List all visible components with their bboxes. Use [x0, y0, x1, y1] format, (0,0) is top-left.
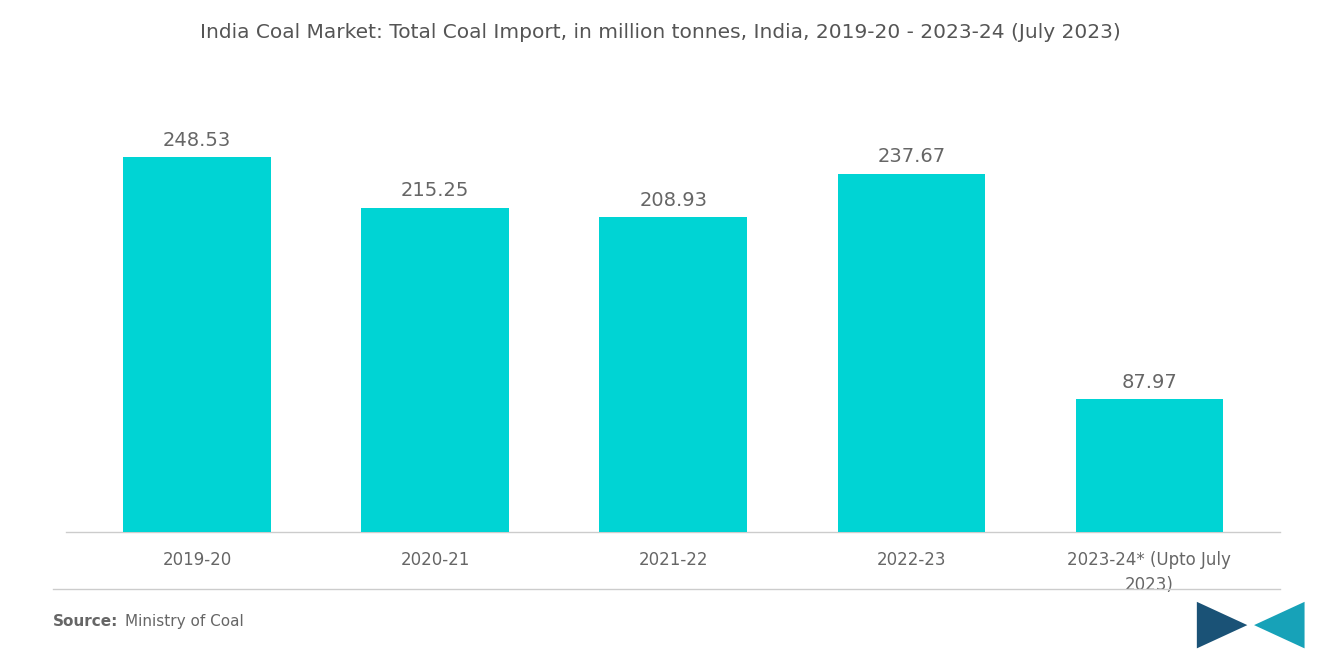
Text: Ministry of Coal: Ministry of Coal: [125, 614, 244, 629]
Bar: [837, 174, 985, 532]
Text: Source:: Source:: [53, 614, 119, 629]
Bar: [123, 158, 271, 532]
Text: 248.53: 248.53: [162, 131, 231, 150]
Bar: [599, 217, 747, 532]
Text: 215.25: 215.25: [401, 181, 470, 200]
Text: 87.97: 87.97: [1122, 373, 1177, 392]
Bar: [362, 207, 510, 532]
Text: India Coal Market: Total Coal Import, in million tonnes, India, 2019-20 - 2023-2: India Coal Market: Total Coal Import, in…: [199, 23, 1121, 43]
Bar: [1076, 400, 1224, 532]
Polygon shape: [1197, 602, 1247, 648]
Text: 208.93: 208.93: [639, 191, 708, 209]
Text: 237.67: 237.67: [878, 147, 945, 166]
Polygon shape: [1254, 602, 1304, 648]
